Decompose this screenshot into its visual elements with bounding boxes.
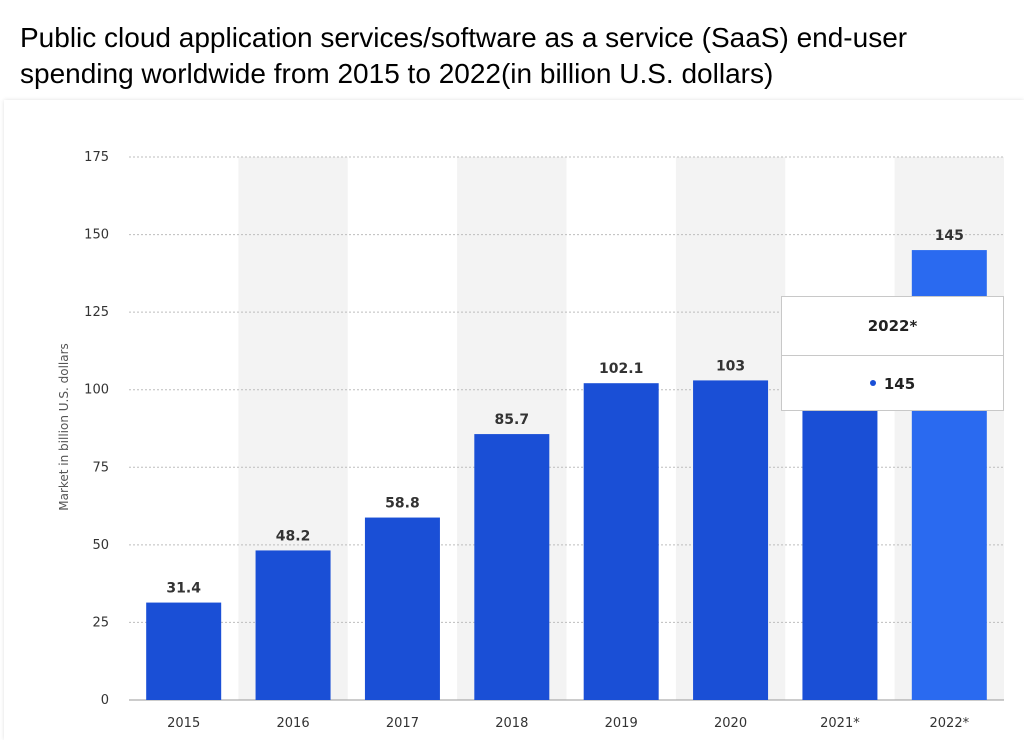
tooltip-row: 145: [782, 356, 1003, 412]
y-axis-title: Market in billion U.S. dollars: [57, 343, 71, 511]
data-labels: 31.4 48.2 58.8 85.7 102.1 103 145: [166, 228, 964, 596]
chart-card: 0 25 50 75 100 125 150 175 31.4 48.2 58.8 85.7 102.…: [4, 100, 1024, 740]
x-tick-label: 2020: [714, 716, 747, 731]
data-label: 145: [935, 228, 964, 244]
data-label: 102.1: [599, 361, 643, 377]
page-title: Public cloud application services/softwa…: [20, 22, 908, 89]
bar-chart: 0 25 50 75 100 125 150 175 31.4 48.2 58.8 85.7 102.…: [57, 150, 1004, 731]
data-label: 85.7: [495, 412, 530, 428]
data-label: 31.4: [166, 581, 201, 597]
data-label: 103: [716, 358, 745, 374]
data-label: 58.8: [385, 496, 420, 512]
y-tick-label: 0: [101, 693, 109, 708]
x-tick-label: 2016: [277, 716, 310, 731]
x-tick-label: 2019: [605, 716, 638, 731]
tooltip-value: 145: [883, 375, 916, 393]
y-tick-label: 50: [92, 538, 109, 553]
x-tick-label: 2017: [386, 716, 419, 731]
y-tick-label: 175: [84, 150, 109, 165]
tooltip-title: 2022*: [782, 297, 1003, 356]
bar-2020[interactable]: [693, 380, 769, 700]
x-axis-ticks: 2015 2016 2017 2018 2019 2020 2021* 2022*: [167, 716, 969, 731]
x-tick-label: 2018: [495, 716, 528, 731]
y-tick-label: 150: [84, 228, 109, 243]
bar-2015[interactable]: [146, 602, 222, 700]
bar-2018[interactable]: [474, 434, 550, 700]
x-tick-label: 2021*: [820, 716, 860, 731]
bar-2016[interactable]: [255, 550, 331, 700]
data-label: 48.2: [276, 528, 311, 544]
x-tick-label: 2022*: [930, 716, 970, 731]
tooltip: 2022* 145: [781, 296, 1004, 411]
series-dot-icon: [869, 379, 876, 386]
bar-2019[interactable]: [583, 383, 659, 700]
y-tick-label: 125: [84, 305, 109, 320]
y-tick-label: 75: [92, 460, 109, 475]
y-axis-ticks: 0 25 50 75 100 125 150 175: [84, 150, 109, 708]
x-tick-label: 2015: [167, 716, 200, 731]
bar-2017[interactable]: [364, 517, 440, 700]
y-tick-label: 100: [84, 383, 109, 398]
y-tick-label: 25: [92, 615, 109, 630]
